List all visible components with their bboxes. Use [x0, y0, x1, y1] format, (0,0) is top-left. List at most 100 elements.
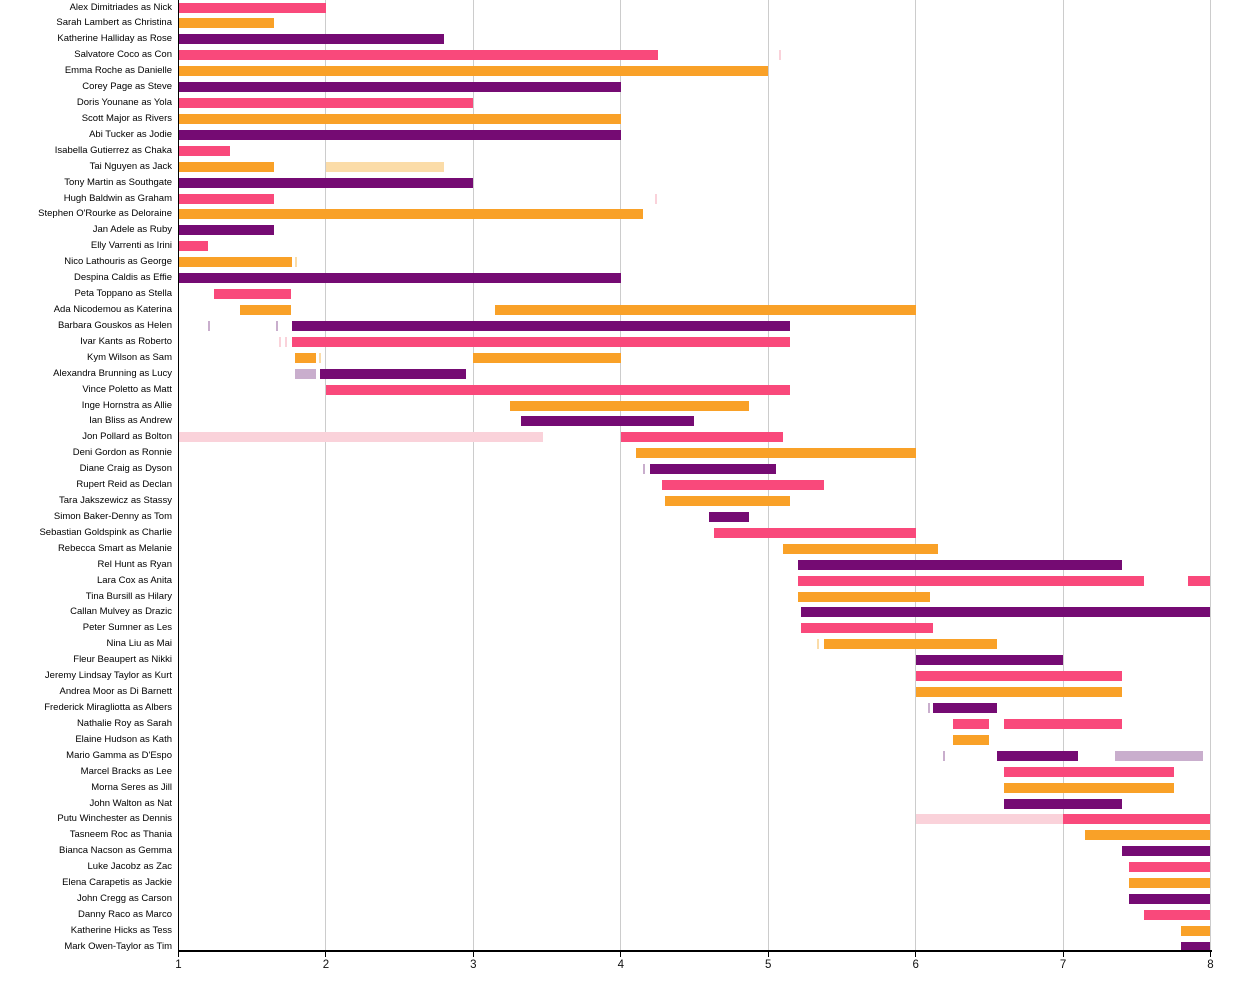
gantt-bar — [1188, 575, 1211, 586]
x-tick — [1062, 951, 1064, 957]
marker-tick — [208, 320, 211, 331]
row-label: Sarah Lambert as Christina — [56, 17, 172, 29]
gantt-bar — [1129, 894, 1211, 905]
gantt-bar — [178, 193, 275, 204]
gantt-bar — [1004, 718, 1123, 729]
gantt-bar — [294, 368, 316, 379]
row-label: Nico Lathouris as George — [64, 256, 172, 268]
gantt-bar — [1004, 798, 1123, 809]
gantt-bar — [996, 750, 1078, 761]
gantt-bar — [178, 145, 231, 156]
x-tick-label: 3 — [470, 959, 477, 971]
gantt-bar — [915, 687, 1123, 698]
gantt-bar — [473, 352, 621, 363]
row-label: Katherine Hicks as Tess — [70, 924, 172, 936]
row-label: Barbara Gouskos as Helen — [57, 319, 172, 331]
gridline — [1210, 0, 1211, 950]
row-label: Ada Nicodemou as Katerina — [53, 303, 172, 315]
row-label: Abi Tucker as Jodie — [89, 128, 172, 140]
gantt-bar — [325, 161, 444, 172]
gantt-bar — [824, 639, 997, 650]
gantt-bar — [1004, 782, 1174, 793]
row-label: Katherine Halliday as Rose — [57, 33, 172, 45]
marker-tick — [295, 257, 298, 268]
gantt-bar — [635, 448, 916, 459]
row-label: Elaine Hudson as Kath — [75, 733, 172, 745]
row-label: Tony Martin as Southgate — [64, 176, 172, 188]
gantt-bar — [292, 336, 791, 347]
marker-tick — [655, 193, 658, 204]
gantt-bar — [178, 257, 293, 268]
gantt-bar — [933, 702, 997, 713]
row-label: Marcel Bracks as Lee — [80, 765, 172, 777]
gantt-bar — [1181, 941, 1211, 952]
gantt-bar — [178, 82, 621, 93]
x-tick-label: 8 — [1207, 959, 1214, 971]
marker-tick — [942, 750, 945, 761]
gantt-bar — [178, 129, 621, 140]
x-tick — [620, 951, 622, 957]
gantt-bar — [620, 432, 783, 443]
gantt-bar — [495, 304, 916, 315]
x-tick — [915, 951, 917, 957]
x-tick — [472, 951, 474, 957]
row-label: Scott Major as Rivers — [81, 112, 172, 124]
gridline — [1062, 0, 1064, 950]
gantt-bar — [800, 607, 1211, 618]
gantt-bar — [952, 734, 990, 745]
gantt-bar — [294, 352, 316, 363]
row-label: Elena Carapetis as Jackie — [62, 877, 172, 889]
marker-tick — [817, 639, 820, 650]
row-label: Kym Wilson as Sam — [87, 351, 172, 363]
row-label: Lara Cox as Anita — [97, 574, 172, 586]
row-label: Rel Hunt as Ryan — [97, 558, 172, 570]
gantt-bar — [178, 66, 769, 77]
row-label: Bianca Nacson as Gemma — [59, 845, 172, 857]
gridline — [472, 0, 474, 950]
gridline — [767, 0, 769, 950]
row-label: John Walton as Nat — [89, 797, 172, 809]
gantt-bar — [915, 814, 1064, 825]
marker-tick — [279, 336, 282, 347]
gantt-bar — [240, 304, 291, 315]
row-label: Sebastian Goldspink as Charlie — [39, 526, 172, 538]
row-label: Simon Baker-Denny as Tom — [53, 510, 172, 522]
row-label: Rupert Reid as Declan — [76, 479, 172, 491]
row-label: Andrea Moor as Di Barnett — [59, 686, 172, 698]
gantt-bar — [320, 368, 466, 379]
row-label: Jon Pollard as Bolton — [82, 431, 172, 443]
row-label: Ivar Kants as Roberto — [80, 335, 172, 347]
marker-tick — [276, 320, 279, 331]
x-tick — [767, 951, 769, 957]
marker-tick — [319, 352, 322, 363]
row-label: Alexandra Brunning as Lucy — [53, 367, 172, 379]
gantt-bar — [665, 496, 791, 507]
row-label: Jan Adele as Ruby — [92, 224, 172, 236]
x-tick — [178, 951, 179, 957]
x-axis-line — [177, 949, 1212, 952]
gantt-bar — [1181, 925, 1211, 936]
gantt-bar — [709, 511, 750, 522]
row-label: Doris Younane as Yola — [76, 97, 172, 109]
row-label: Inge Hornstra as Allie — [81, 399, 172, 411]
gantt-bar — [800, 623, 934, 634]
gantt-bar — [797, 559, 1123, 570]
row-label: Morna Seres as Jill — [91, 781, 172, 793]
marker-tick — [927, 702, 930, 713]
gantt-bar — [178, 432, 543, 443]
row-label: Despina Caldis as Effie — [73, 272, 172, 284]
gantt-bar — [650, 464, 776, 475]
row-label: Frederick Miragliotta as Albers — [44, 701, 172, 713]
x-tick-label: 6 — [912, 959, 919, 971]
gantt-bar — [178, 113, 621, 124]
x-tick-label: 7 — [1059, 959, 1067, 971]
gantt-bar — [178, 50, 658, 61]
row-label: Fleur Beaupert as Nikki — [73, 654, 172, 666]
row-label: Salvatore Coco as Con — [74, 49, 172, 61]
gantt-bar — [520, 416, 695, 427]
gantt-bar — [178, 2, 326, 13]
x-tick — [325, 951, 327, 957]
gantt-bar — [213, 289, 291, 300]
row-label: Diane Craig as Dyson — [79, 463, 172, 475]
